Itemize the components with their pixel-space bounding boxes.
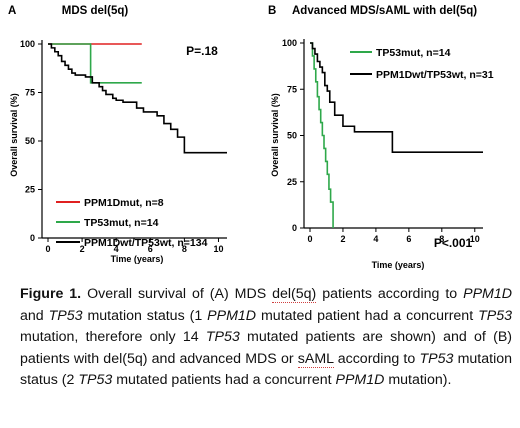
panel-b-x-tick-label: 0 bbox=[307, 234, 312, 244]
panel-a-x-tick-label: 10 bbox=[213, 244, 223, 254]
caption-segment: sAML bbox=[297, 350, 334, 368]
figure-caption: Figure 1. Overall survival of (A) MDS de… bbox=[20, 284, 512, 392]
panel-a-ylabel: Overall survival (%) bbox=[9, 93, 19, 177]
caption-segment: TP53 bbox=[478, 307, 512, 324]
panel-b-xlabel: Time (years) bbox=[372, 260, 425, 270]
panel-b-letter: B bbox=[268, 5, 276, 17]
panel-a-x-tick-label: 4 bbox=[114, 244, 119, 254]
panel-b-legend-label: PPM1Dwt/TP53wt, n=31 bbox=[376, 69, 494, 81]
caption-segment: according to bbox=[333, 350, 420, 367]
panel-b-x-tick-label: 10 bbox=[470, 234, 480, 244]
caption-segment: PPM1D bbox=[207, 307, 257, 324]
panel-b-x-tick-label: 4 bbox=[373, 234, 378, 244]
panel-b-y-tick-label: 25 bbox=[287, 177, 297, 187]
caption-segment: mutated patients had a concurrent bbox=[112, 372, 336, 388]
panel-a-x-tick-label: 6 bbox=[148, 244, 153, 254]
panel-b-legend-label: TP53mut, n=14 bbox=[376, 47, 451, 59]
panel-a-x-tick-label: 8 bbox=[182, 244, 187, 254]
caption-segment: TP53 bbox=[48, 307, 83, 324]
caption-segment: PPM1D bbox=[463, 286, 512, 302]
panel-b-legend: TP53mut, n=14 PPM1Dwt/TP53wt, n=31 bbox=[350, 47, 494, 81]
panel-a-curve-3 bbox=[48, 43, 227, 154]
panel-a-y-tick-label: 75 bbox=[25, 88, 35, 98]
panel-b-curves bbox=[310, 42, 483, 228]
panel-a-xlabel: Time (years) bbox=[111, 254, 164, 264]
panel-a-y-tick-label: 0 bbox=[30, 233, 35, 243]
panel-b-x-tick-label: 2 bbox=[340, 234, 345, 244]
panel-a-legend-label: TP53mut, n=14 bbox=[84, 217, 159, 229]
panel-a-y-tick-label: 25 bbox=[25, 185, 35, 195]
panel-a-x-tick-label: 2 bbox=[80, 244, 85, 254]
panel-b-y-tick-label: 50 bbox=[287, 131, 297, 141]
panel-a: A MDS del(5q) Overall survival (%) Time … bbox=[8, 5, 227, 264]
panel-b-x-tick-label: 6 bbox=[406, 234, 411, 244]
panel-a-curves bbox=[48, 43, 227, 154]
caption-segment: mutated patients are shown) and of (B) p… bbox=[20, 329, 513, 367]
caption-segment: and bbox=[20, 307, 49, 324]
panel-a-pvalue: P=.18 bbox=[186, 44, 218, 58]
caption-segment: mutated patient had a concurrent bbox=[256, 307, 479, 324]
caption-segment: mutation). bbox=[384, 372, 452, 388]
caption-segment: TP53 bbox=[205, 329, 240, 345]
caption-segment: patients according to bbox=[316, 286, 464, 302]
panel-b-curve-2 bbox=[310, 42, 483, 153]
panel-a-y-tick-label: 50 bbox=[25, 136, 35, 146]
panel-a-letter: A bbox=[8, 5, 16, 17]
caption-segment: mutation status (2 bbox=[20, 350, 512, 389]
survival-figure: A MDS del(5q) Overall survival (%) Time … bbox=[8, 5, 494, 270]
caption-segment: TP53 bbox=[419, 350, 454, 367]
panel-b: B Advanced MDS/sAML with del(5q) Overall… bbox=[268, 5, 494, 270]
panel-b-y-tick-label: 100 bbox=[282, 38, 297, 48]
panel-a-legend: PPM1Dmut, n=8 TP53mut, n=14 PPM1Dwt/TP53wt… bbox=[56, 197, 208, 249]
caption-segment: del(5q) bbox=[272, 286, 317, 303]
panel-a-title: MDS del(5q) bbox=[62, 5, 129, 17]
panel-a-legend-label: PPM1Dmut, n=8 bbox=[84, 197, 164, 209]
caption-segment: TP53 bbox=[78, 372, 113, 388]
panel-b-curve-1 bbox=[310, 42, 334, 228]
figure-label: Figure 1. bbox=[20, 286, 82, 302]
caption-segment: mutation status (1 bbox=[82, 307, 208, 324]
panel-a-y-tick-label: 100 bbox=[20, 39, 35, 49]
panel-b-y-tick-label: 0 bbox=[292, 223, 297, 233]
panel-a-legend-label: PPM1Dwt/TP53wt, n=134 bbox=[84, 237, 208, 249]
caption-segment: Overall survival of (A) MDS bbox=[81, 286, 273, 302]
caption-segment: mutation, therefore only 14 bbox=[20, 329, 206, 345]
panel-a-curve-2 bbox=[48, 43, 142, 84]
panel-b-title: Advanced MDS/sAML with del(5q) bbox=[292, 5, 477, 17]
panel-b-ylabel: Overall survival (%) bbox=[270, 93, 280, 177]
panel-b-x-tick-label: 8 bbox=[439, 234, 444, 244]
panel-a-x-tick-label: 0 bbox=[45, 244, 50, 254]
panel-b-pvalue: P<.001 bbox=[434, 236, 473, 250]
panel-b-y-tick-label: 75 bbox=[287, 84, 297, 94]
caption-segment: PPM1D bbox=[335, 372, 385, 388]
